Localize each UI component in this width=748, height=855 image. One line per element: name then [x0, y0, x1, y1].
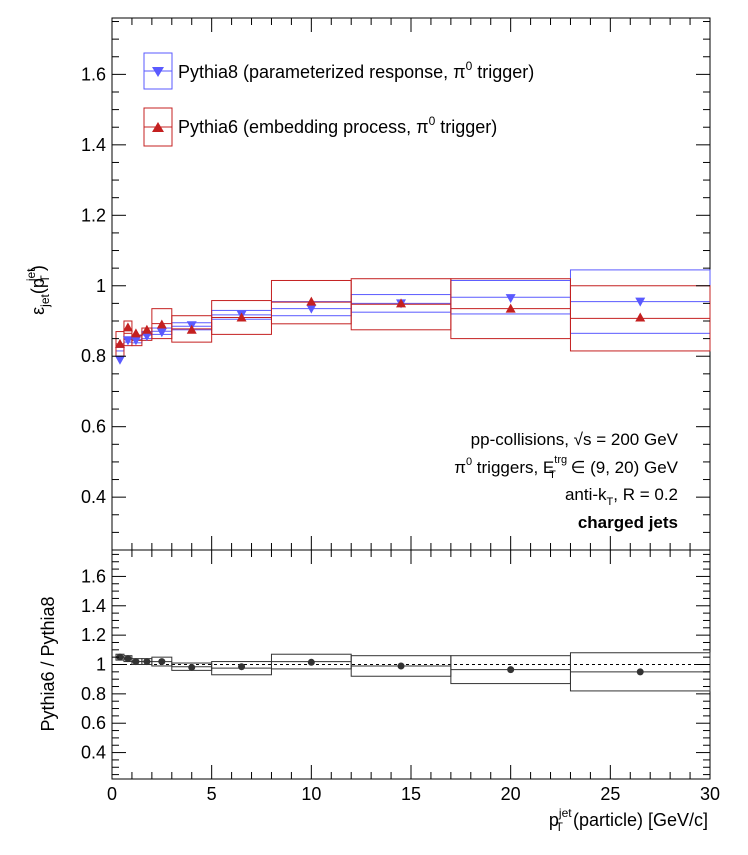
x-tick-label: 15	[401, 784, 421, 804]
bottom-x-ticks: 0 5 10 15 20 25 30	[107, 550, 720, 804]
y-tick-label: 1.4	[81, 596, 106, 616]
x-tick-label: 25	[600, 784, 620, 804]
y-tick-label: 0.4	[81, 487, 106, 507]
y-tick-label: 0.6	[81, 713, 106, 733]
data-point-pythia6	[141, 324, 152, 334]
y-tick-label: 1	[96, 655, 106, 675]
x-tick-label: 30	[700, 784, 720, 804]
y-tick-label: 1.6	[81, 566, 106, 586]
data-point-pythia6	[122, 322, 133, 332]
legend-label-pythia6: Pythia6 (embedding process, π0 trigger)	[178, 114, 497, 137]
top-y-axis-label: εjet(pjetT)	[24, 265, 52, 315]
legend-marker-pythia6	[152, 122, 164, 132]
legend-marker-pythia8	[152, 67, 164, 77]
top-y-ticks: 0.4 0.6 0.8 1 1.2 1.4 1.6	[81, 21, 710, 551]
data-point-ratio	[507, 666, 515, 674]
data-point-ratio	[397, 662, 405, 670]
bottom-data-points	[116, 653, 644, 676]
data-point-ratio	[307, 658, 315, 666]
x-tick-label: 10	[301, 784, 321, 804]
data-point-pythia8	[505, 294, 516, 304]
top-x-ticks	[111, 18, 711, 550]
annotation-block: pp-collisions, √s = 200 GeV π0 triggers,…	[454, 430, 678, 532]
data-point-pythia8	[156, 328, 167, 338]
data-point-ratio	[116, 653, 124, 661]
x-tick-label: 20	[501, 784, 521, 804]
y-tick-label: 1.2	[81, 625, 106, 645]
data-point-ratio	[238, 663, 246, 671]
data-point-pythia8	[114, 355, 125, 365]
data-point-pythia6	[156, 319, 167, 329]
data-point-pythia8	[141, 332, 152, 342]
data-point-ratio	[143, 658, 151, 666]
y-tick-label: 1.2	[81, 205, 106, 225]
y-tick-label: 1.6	[81, 64, 106, 84]
data-point-ratio	[188, 663, 196, 671]
legend-label-pythia8: Pythia8 (parameterized response, π0 trig…	[178, 59, 534, 82]
top-data-points	[114, 294, 646, 365]
bottom-y-axis-label: Pythia6 / Pythia8	[38, 596, 58, 731]
data-point-pythia6	[236, 312, 247, 322]
data-point-ratio	[132, 658, 140, 666]
bottom-y-ticks: 0.4 0.6 0.8 1 1.2 1.4 1.6	[81, 553, 710, 776]
x-tick-label: 0	[107, 784, 117, 804]
legend-entry-pythia6: Pythia6 (embedding process, π0 trigger)	[143, 107, 497, 147]
top-systematic-boxes	[115, 269, 711, 357]
data-point-pythia6	[306, 296, 317, 306]
data-point-pythia6	[635, 312, 646, 322]
annotation-line-3: anti-kT, R = 0.2	[565, 485, 678, 508]
y-tick-label: 0.8	[81, 346, 106, 366]
x-tick-label: 5	[207, 784, 217, 804]
bottom-plot-frame	[111, 549, 711, 780]
y-tick-label: 0.8	[81, 684, 106, 704]
data-point-pythia8	[130, 336, 141, 346]
data-point-pythia8	[635, 297, 646, 307]
y-tick-label: 1.4	[81, 135, 106, 155]
data-point-ratio	[158, 658, 166, 666]
x-axis-label: pjet T (particle) [GeV/c]	[549, 806, 708, 834]
data-point-ratio	[636, 668, 644, 676]
y-tick-label: 0.4	[81, 743, 106, 763]
legend: Pythia8 (parameterized response, π0 trig…	[143, 52, 534, 147]
data-point-pythia6	[186, 324, 197, 334]
annotation-line-2: π0 triggers, Etrg T ∈ (9, 20) GeV	[454, 454, 678, 481]
y-tick-label: 0.6	[81, 417, 106, 437]
data-point-pythia8	[122, 336, 133, 346]
bottom-systematic-boxes	[115, 652, 711, 692]
annotation-line-4: charged jets	[578, 513, 678, 532]
y-tick-label: 1	[96, 276, 106, 296]
data-point-pythia6	[114, 338, 125, 348]
data-point-pythia8	[306, 304, 317, 314]
data-point-ratio	[124, 655, 132, 663]
data-point-pythia6	[505, 303, 516, 313]
data-point-pythia6	[396, 298, 407, 308]
legend-entry-pythia8: Pythia8 (parameterized response, π0 trig…	[143, 52, 534, 90]
data-point-pythia6	[130, 328, 141, 338]
annotation-line-1: pp-collisions, √s = 200 GeV	[471, 430, 679, 449]
